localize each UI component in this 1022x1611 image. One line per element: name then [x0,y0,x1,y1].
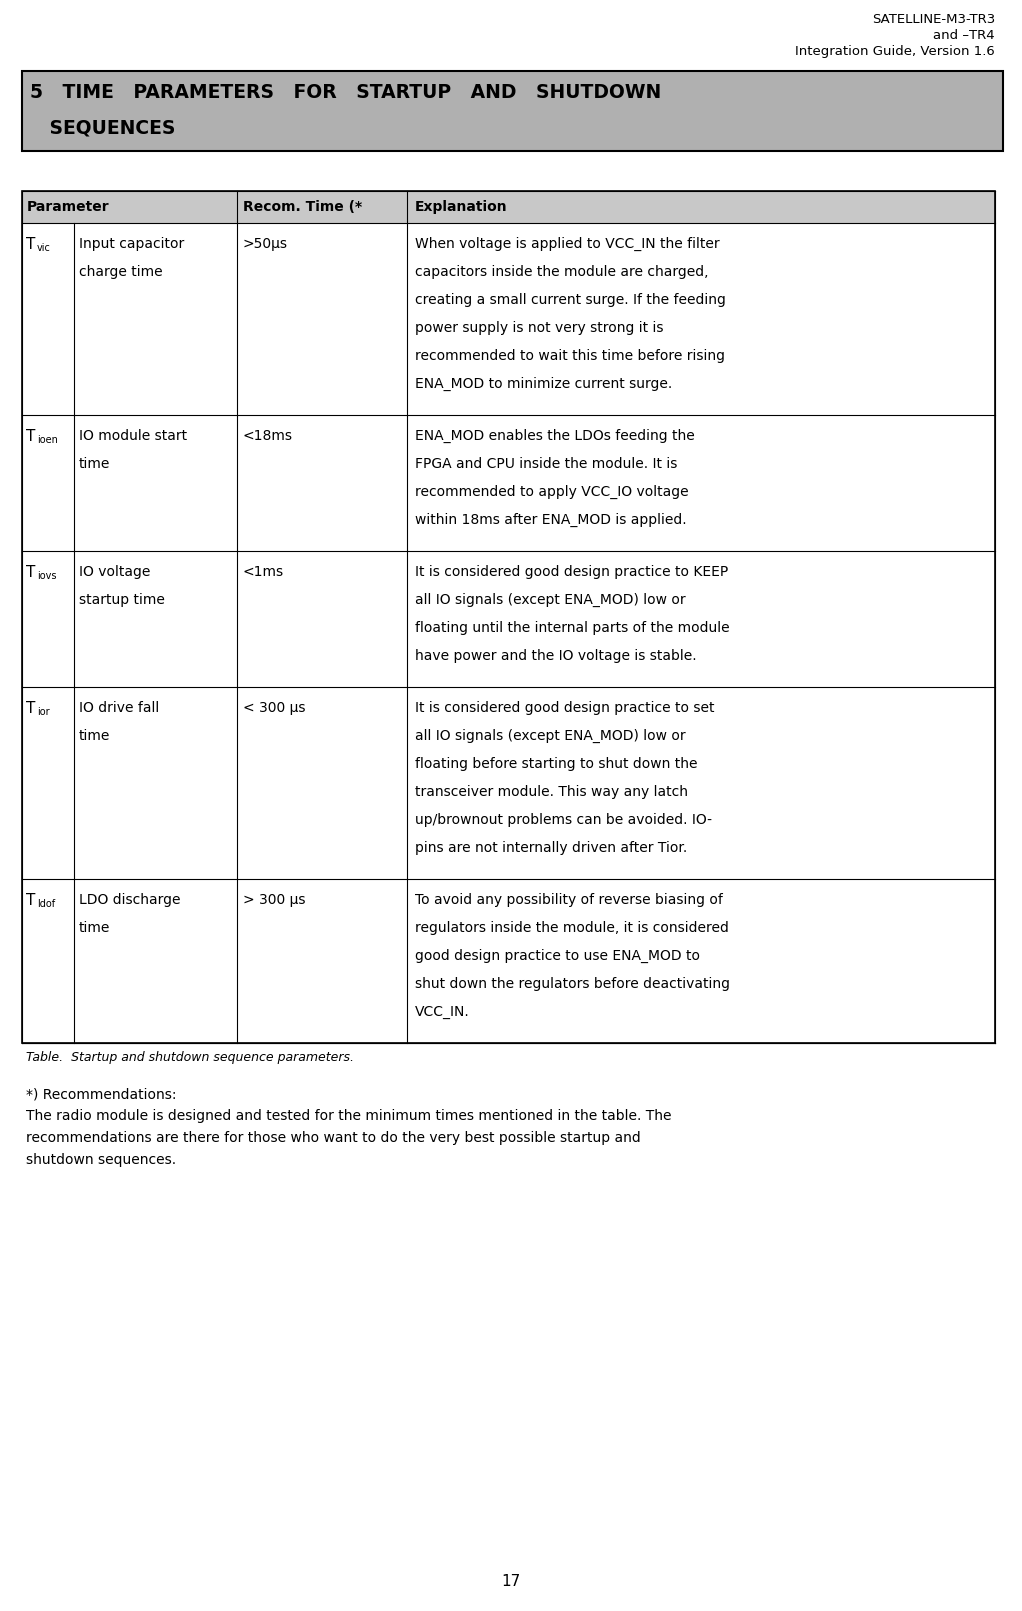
Text: pins are not internally driven after Tior.: pins are not internally driven after Tio… [415,841,687,855]
Text: transceiver module. This way any latch: transceiver module. This way any latch [415,785,688,799]
Text: floating before starting to shut down the: floating before starting to shut down th… [415,757,697,772]
Text: Input capacitor: Input capacitor [79,237,184,251]
Bar [22,192,995,1042]
Text: ldof: ldof [37,899,55,909]
Text: ioen: ioen [37,435,58,445]
Text: < 300 μs: < 300 μs [243,701,306,715]
Text: iovs: iovs [37,570,56,582]
Text: ior: ior [37,707,50,717]
Text: have power and the IO voltage is stable.: have power and the IO voltage is stable. [415,649,697,664]
Text: Parameter: Parameter [27,200,109,214]
Text: T: T [26,429,36,445]
Text: It is considered good design practice to KEEP: It is considered good design practice to… [415,565,729,578]
Text: <1ms: <1ms [243,565,284,578]
Text: capacitors inside the module are charged,: capacitors inside the module are charged… [415,264,708,279]
Text: power supply is not very strong it is: power supply is not very strong it is [415,321,663,335]
Text: To avoid any possibility of reverse biasing of: To avoid any possibility of reverse bias… [415,892,723,907]
Text: all IO signals (except ENA_MOD) low or: all IO signals (except ENA_MOD) low or [415,730,686,743]
Bar [22,192,995,222]
Text: vic: vic [37,243,51,253]
Text: T: T [26,237,36,251]
Text: good design practice to use ENA_MOD to: good design practice to use ENA_MOD to [415,949,700,963]
Text: Recom. Time (*: Recom. Time (* [243,200,362,214]
Text: T: T [26,565,36,580]
Text: LDO discharge: LDO discharge [79,892,181,907]
Text: ENA_MOD enables the LDOs feeding the: ENA_MOD enables the LDOs feeding the [415,429,695,443]
Text: startup time: startup time [79,593,165,607]
Text: all IO signals (except ENA_MOD) low or: all IO signals (except ENA_MOD) low or [415,593,686,607]
Text: T: T [26,701,36,715]
Text: SATELLINE-M3-TR3: SATELLINE-M3-TR3 [872,13,995,26]
Text: up/brownout problems can be avoided. IO-: up/brownout problems can be avoided. IO- [415,814,712,826]
Text: within 18ms after ENA_MOD is applied.: within 18ms after ENA_MOD is applied. [415,512,687,527]
Text: regulators inside the module, it is considered: regulators inside the module, it is cons… [415,921,729,934]
Text: T: T [26,892,36,909]
Text: VCC_IN.: VCC_IN. [415,1005,470,1020]
Text: creating a small current surge. If the feeding: creating a small current surge. If the f… [415,293,726,308]
Text: time: time [79,458,110,470]
Text: Table.  Startup and shutdown sequence parameters.: Table. Startup and shutdown sequence par… [26,1050,354,1063]
Text: recommended to wait this time before rising: recommended to wait this time before ris… [415,350,725,362]
Text: time: time [79,730,110,743]
Text: 17: 17 [502,1574,520,1588]
Text: Explanation: Explanation [415,200,508,214]
Text: shutdown sequences.: shutdown sequences. [26,1153,176,1166]
Text: 5   TIME   PARAMETERS   FOR   STARTUP   AND   SHUTDOWN: 5 TIME PARAMETERS FOR STARTUP AND SHUTDO… [30,84,661,101]
Text: It is considered good design practice to set: It is considered good design practice to… [415,701,714,715]
Text: Integration Guide, Version 1.6: Integration Guide, Version 1.6 [795,45,995,58]
Text: recommended to apply VCC_IO voltage: recommended to apply VCC_IO voltage [415,485,689,499]
Text: SEQUENCES: SEQUENCES [30,119,176,139]
Text: >50μs: >50μs [243,237,288,251]
Text: > 300 μs: > 300 μs [243,892,306,907]
Bar [22,71,1003,151]
Text: and –TR4: and –TR4 [933,29,995,42]
Text: FPGA and CPU inside the module. It is: FPGA and CPU inside the module. It is [415,458,678,470]
Bar [22,192,995,1042]
Text: time: time [79,921,110,934]
Text: <18ms: <18ms [243,429,293,443]
Text: *) Recommendations:: *) Recommendations: [26,1087,177,1100]
Text: IO voltage: IO voltage [79,565,150,578]
Text: IO drive fall: IO drive fall [79,701,159,715]
Text: recommendations are there for those who want to do the very best possible startu: recommendations are there for those who … [26,1131,641,1145]
Text: When voltage is applied to VCC_IN the filter: When voltage is applied to VCC_IN the fi… [415,237,719,251]
Text: ENA_MOD to minimize current surge.: ENA_MOD to minimize current surge. [415,377,672,391]
Text: charge time: charge time [79,264,162,279]
Text: shut down the regulators before deactivating: shut down the regulators before deactiva… [415,976,730,991]
Text: IO module start: IO module start [79,429,187,443]
Text: floating until the internal parts of the module: floating until the internal parts of the… [415,620,730,635]
Text: The radio module is designed and tested for the minimum times mentioned in the t: The radio module is designed and tested … [26,1108,671,1123]
